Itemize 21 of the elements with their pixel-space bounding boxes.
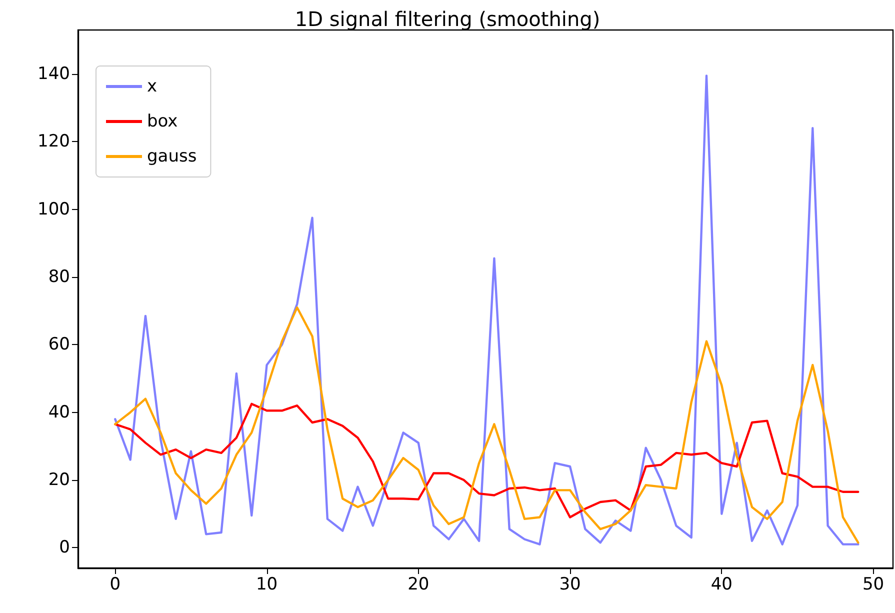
x-tick-label: 40 <box>710 574 732 594</box>
line-series <box>114 402 860 518</box>
y-tick-label: 100 <box>38 199 70 220</box>
y-tick-label: 0 <box>59 538 70 558</box>
y-tick-label: 20 <box>48 470 70 490</box>
y-tick-label: 40 <box>48 402 70 422</box>
y-tick-label: 60 <box>48 334 70 355</box>
y-tick-label: 140 <box>38 64 70 84</box>
x-tick-label: 0 <box>110 574 121 594</box>
legend-label: gauss <box>147 146 197 166</box>
line-series <box>114 74 860 546</box>
x-tick-label: 10 <box>256 574 278 594</box>
chart-title: 1D signal filtering (smoothing) <box>294 7 600 31</box>
x-tick-label: 30 <box>559 574 581 594</box>
x-tick-label: 20 <box>408 574 430 594</box>
legend-label: x <box>147 76 158 96</box>
legend-label: box <box>147 112 178 132</box>
line-series <box>114 306 860 544</box>
y-tick-label: 120 <box>38 132 70 152</box>
y-tick-label: 80 <box>48 267 70 288</box>
x-tick-label: 50 <box>862 574 884 594</box>
